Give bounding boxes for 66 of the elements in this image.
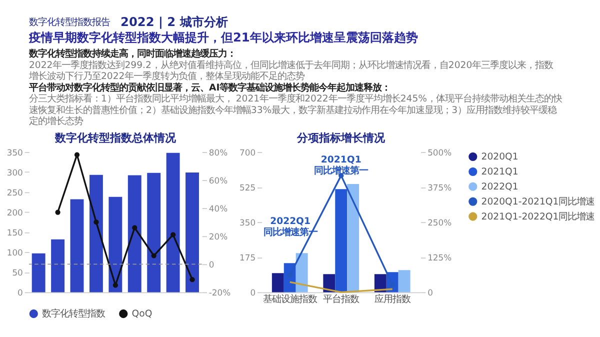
bar [296, 253, 308, 292]
y-tick-label: 0 [250, 287, 256, 298]
text: 平台带动对数字化转型的贡献依旧显著，云、AI等数字基础设施增长势能今年起加速释放： [28, 82, 391, 94]
y-tick-label: 100 [6, 247, 23, 258]
bar [186, 172, 199, 292]
bar [347, 184, 360, 292]
y-tick-label: 50 [12, 267, 23, 278]
legend-label: 2021Q1 [481, 166, 518, 178]
y-tick-label: 0 [18, 287, 23, 298]
y2-tick-label: 0 [208, 259, 214, 270]
x-tick-label: 基础设施指数 [262, 294, 317, 306]
legend-label: 2022Q1 [481, 181, 518, 192]
y2-tick-label: 250% [428, 217, 452, 228]
y2-tick-label: 80% [208, 147, 228, 158]
text: 2022年一季度指数达到299.2，从绝对值看维持高位，但同比增速低于去年同期；从环比增速情况看，自2020年三季度以来，指数增长波动下行乃至2022年一季度转为负值，整体呈现动能不足的态势 [28, 60, 554, 82]
y-tick-label: 525 [240, 182, 256, 192]
y2-tick-label: 375% [428, 182, 452, 192]
annotation: 2021Q1 同比增速第一 [314, 154, 368, 177]
bar [108, 196, 122, 292]
text: 数字化转型指数持续走高，同时面临增速趋缓压力： [28, 48, 236, 60]
y-tick-label: 350 [6, 147, 23, 158]
legend-label: 2020Q1 [481, 151, 518, 162]
y2-tick-label: 500% [428, 147, 452, 158]
bar [89, 174, 103, 292]
point [112, 282, 118, 288]
x-tick-label: 平台指数 [323, 294, 360, 306]
y-tick-label: 350 [240, 217, 256, 228]
y-tick-label: 150 [6, 227, 23, 238]
y-tick-label: 175 [240, 252, 256, 262]
y-tick-label: 250 [6, 187, 23, 198]
y-tick-label: 700 [240, 147, 256, 158]
y2-tick-label: 125% [428, 252, 452, 262]
legend-label: 2020Q1-2021Q1同比增速 [481, 196, 595, 208]
chart-title: 数字化转型指数总体情况 [54, 132, 177, 145]
y2-tick-label: 20% [208, 231, 228, 242]
text: 数字化转型指数报告 [28, 16, 110, 28]
chart-title: 分项指标增长情况 [296, 132, 386, 145]
x-tick-label: 应用指数 [374, 294, 410, 306]
point [151, 253, 156, 258]
legend-label: 2021Q1-2022Q1同比增速 [481, 211, 595, 222]
y2-tick-label: 60% [208, 175, 228, 186]
bar [70, 199, 84, 292]
y2-tick-label: 40% [208, 203, 228, 214]
text: 分三大类指标看：1）平台指数同比平均增幅最大， 2021年一季度和2022年一季度平均增长245%，体现平台持续带动相关生态的快速恢复和生长的普惠性价值；2）基础设施指数今年增幅33%最大，数字新基建拉动作用在今年加速显现；3）应用指数维持较平缓稳定的增长态势 [28, 94, 562, 127]
point [74, 152, 80, 158]
bar [335, 189, 348, 292]
text: 2022 | 2 城市分析 [120, 14, 228, 29]
point [94, 220, 99, 225]
bar [32, 253, 46, 292]
point [55, 210, 60, 215]
point [132, 225, 138, 230]
bar [166, 152, 180, 292]
bar [128, 175, 142, 292]
bar [398, 270, 410, 292]
bar [272, 273, 284, 292]
point [190, 277, 195, 282]
text: 疫情早期数字化转型指数大幅提升，但21年以来环比增速呈震荡回落趋势 [28, 30, 418, 45]
y2-tick-label: 0 [428, 287, 433, 298]
y2-tick-label: -20% [208, 287, 231, 298]
bar [51, 239, 65, 292]
bar [147, 172, 161, 292]
y-tick-label: 300 [6, 167, 23, 178]
legend-label: 数字化转型指数 [42, 308, 106, 320]
legend-label: QoQ [132, 308, 152, 320]
y-tick-label: 200 [6, 207, 23, 218]
point [170, 232, 176, 238]
